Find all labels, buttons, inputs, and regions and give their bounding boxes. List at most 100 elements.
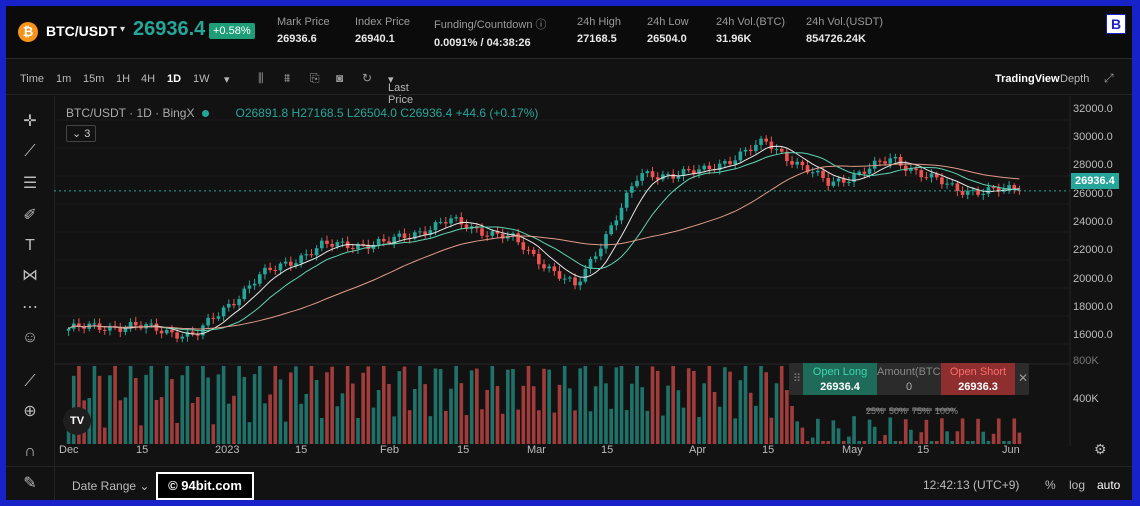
percent-50[interactable]: 50% xyxy=(889,406,908,416)
tradingview-logo-icon[interactable]: TV xyxy=(63,407,91,435)
interval-15m[interactable]: 15m xyxy=(83,73,105,85)
volume-bar xyxy=(960,418,965,444)
auto-scale-toggle[interactable]: auto xyxy=(1097,478,1121,492)
candle-body xyxy=(898,156,903,166)
volume-bar xyxy=(164,366,169,444)
candle-body xyxy=(495,231,500,234)
volume-bar xyxy=(449,388,453,444)
candle-body xyxy=(635,180,639,187)
percent-bar[interactable] xyxy=(889,408,909,411)
interval-4h[interactable]: 4H xyxy=(141,73,156,85)
y-tick: 20000.0 xyxy=(1073,273,1113,285)
magnet-icon[interactable]: ∩ xyxy=(24,443,36,460)
zoom-icon[interactable]: ⊕ xyxy=(23,403,37,420)
candle-body xyxy=(816,170,820,173)
percent-bar[interactable] xyxy=(912,408,932,411)
percent-100[interactable]: 100% xyxy=(935,406,959,416)
percent-scale-toggle[interactable]: % xyxy=(1045,478,1056,492)
time-label: Time xyxy=(20,73,45,85)
template-icon[interactable]: ⎘ xyxy=(310,71,320,85)
open-long-button[interactable]: Open Long 26936.4 xyxy=(803,363,877,395)
close-icon[interactable]: ✕ xyxy=(1018,371,1029,385)
crosshair-icon[interactable]: ✛ xyxy=(23,113,37,130)
log-scale-toggle[interactable]: log xyxy=(1069,478,1086,492)
volume-bar xyxy=(929,441,934,444)
indicators-icon[interactable]: ⫼ xyxy=(258,71,264,85)
candle-body xyxy=(996,187,1001,192)
volume-bar xyxy=(170,379,174,444)
settings-gear-icon[interactable]: ⚙ xyxy=(1094,441,1107,457)
volume-bar xyxy=(836,428,841,444)
quick-order-panel: ⠿ Open Long 26936.4 Amount(BTC) 0 Open Sho… xyxy=(789,363,1029,395)
interval-more-icon[interactable]: ▾ xyxy=(224,74,230,86)
percent-bar[interactable] xyxy=(935,408,955,411)
percent-bar[interactable] xyxy=(866,408,886,411)
open-short-button[interactable]: Open Short 26936.3 xyxy=(941,363,1015,395)
chevron-down-icon: ⌄ xyxy=(72,128,82,140)
candle-type-icon[interactable]: ⩩ xyxy=(284,71,291,85)
volume-bar xyxy=(841,441,846,444)
horizontal-lines-icon[interactable]: ☰ xyxy=(22,175,38,192)
interval-1w[interactable]: 1W xyxy=(193,73,210,85)
chevron-down-icon[interactable]: ▾ xyxy=(120,24,126,35)
interval-1m[interactable]: 1m xyxy=(56,73,72,85)
volume-bar xyxy=(418,366,422,444)
price-type-select[interactable]: Last Price ▾ xyxy=(388,74,414,106)
fullscreen-icon[interactable]: ⤢ xyxy=(1104,71,1114,85)
volume-bar xyxy=(568,388,572,444)
y-tick: 26000.0 xyxy=(1073,188,1113,200)
clock-timezone[interactable]: 12:42:13 (UTC+9) xyxy=(923,478,1020,492)
watermark: © 94bit.com xyxy=(156,472,254,500)
stat-index-price: Index Price 26940.1 xyxy=(355,16,411,45)
brush-icon[interactable]: ✐ xyxy=(23,207,37,224)
volume-bar xyxy=(593,386,598,444)
drag-handle-icon[interactable]: ⠿ xyxy=(793,373,802,385)
volume-bar xyxy=(97,375,102,444)
candle-body xyxy=(350,248,355,250)
amount-field[interactable]: Amount(BTC) 0 xyxy=(877,366,945,393)
percent-25[interactable]: 25% xyxy=(866,406,885,416)
volume-bar xyxy=(325,372,329,444)
volume-bar xyxy=(883,435,887,444)
candle-body xyxy=(836,178,841,182)
trend-line-icon[interactable]: ⟋ xyxy=(24,143,36,160)
emoji-icon[interactable]: ☺ xyxy=(21,329,39,346)
volume-bar xyxy=(650,366,655,444)
text-icon[interactable]: T xyxy=(25,237,35,254)
pair-selector[interactable]: BTC/USDT xyxy=(46,23,117,39)
x-tick: 15 xyxy=(457,444,470,456)
vol-tick: 800K xyxy=(1073,355,1099,367)
candle-body xyxy=(655,177,660,180)
interval-1h[interactable]: 1H xyxy=(116,73,131,85)
candle-body xyxy=(738,151,743,161)
interval-1d[interactable]: 1D xyxy=(167,73,182,85)
date-range-select[interactable]: Date Range ⌄ xyxy=(72,479,150,493)
candle-body xyxy=(878,160,882,162)
candle-body xyxy=(356,243,360,250)
x-tick: 15 xyxy=(601,444,614,456)
volume-bar xyxy=(609,408,613,444)
candle-body xyxy=(960,190,965,195)
reset-icon[interactable]: ↻ xyxy=(362,71,373,85)
depth-tab[interactable]: Depth xyxy=(1060,73,1090,85)
volume-bar xyxy=(397,371,402,444)
volume-bar xyxy=(790,405,794,444)
fib-icon[interactable]: ⋯ xyxy=(22,299,38,316)
volume-bar xyxy=(521,385,526,444)
tradingview-tab[interactable]: TradingView xyxy=(995,73,1060,85)
pattern-icon[interactable]: ⋈ xyxy=(22,267,38,284)
camera-icon[interactable]: ◙ xyxy=(336,71,344,85)
indicator-toggle[interactable]: ⌄ 3 xyxy=(66,125,97,142)
volume-bar xyxy=(821,441,825,444)
volume-bar xyxy=(423,384,427,444)
ruler-icon[interactable]: ⟋ xyxy=(24,373,36,390)
info-icon[interactable]: ⓘ xyxy=(535,19,547,31)
volume-bar xyxy=(288,372,293,444)
percent-75[interactable]: 75% xyxy=(912,406,931,416)
lock-draw-icon[interactable]: ✎ xyxy=(23,475,37,492)
candlestick-chart[interactable] xyxy=(54,96,1132,466)
volume-bar xyxy=(924,419,929,444)
candle-body xyxy=(521,242,526,250)
volume-bar xyxy=(304,393,309,444)
candle-body xyxy=(387,241,391,244)
